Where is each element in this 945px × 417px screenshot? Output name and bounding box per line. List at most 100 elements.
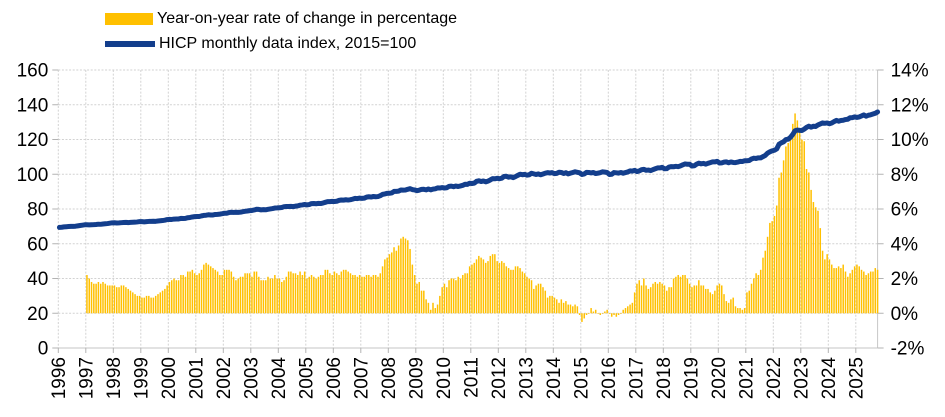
yoy-bar [397,245,400,314]
yoy-bar [725,301,728,314]
yoy-bar [159,292,162,314]
yoy-bar [615,313,618,317]
yoy-bar [219,275,221,314]
yoy-bar [649,287,652,314]
yoy-bar [677,275,679,314]
yoy-bar [821,250,824,314]
yoy-bar [253,271,255,314]
yoy-bar [262,280,265,314]
yoy-bar [136,295,139,314]
yoy-bar [526,276,528,314]
right-axis-label: 10% [891,130,929,151]
yoy-bar [817,210,819,314]
yoy-bar [755,273,757,314]
yoy-bar [782,160,785,314]
yoy-bar [175,280,178,314]
yoy-bar [663,285,666,314]
yoy-bar [313,276,315,314]
yoy-bar [409,248,411,314]
yoy-bar [400,238,402,314]
yoy-bar [285,276,288,314]
yoy-bar [828,259,831,314]
yoy-bar [585,313,588,315]
yoy-bar [622,309,624,314]
yoy-bar [707,288,709,314]
yoy-bar [558,302,560,314]
yoy-bar [847,276,849,314]
yoy-bar [624,308,627,314]
yoy-bar [102,281,104,314]
yoy-bar [792,123,794,314]
yoy-bar [837,266,840,314]
yoy-bar [737,308,739,314]
yoy-bar [445,287,448,314]
yoy-bar [118,287,120,314]
yoy-bar [599,313,602,315]
yoy-bar [576,306,579,314]
yoy-bar [482,259,485,314]
yoy-bar [127,288,129,314]
yoy-bar [668,287,670,314]
yoy-bar [372,275,375,314]
x-axis-label-2003: 2003 [241,357,262,399]
yoy-bar [675,276,677,314]
yoy-bar [209,266,212,314]
yoy-bar [290,271,292,314]
yoy-bar [322,275,324,314]
yoy-bar [498,262,501,314]
yoy-bar [670,287,673,314]
yoy-bar [830,264,833,314]
yoy-bar [466,273,469,314]
left-axis-label: 60 [27,234,48,255]
yoy-bar [104,283,107,314]
yoy-bar [308,276,310,314]
yoy-bar [510,269,512,314]
x-axis-label-2008: 2008 [379,357,400,399]
yoy-bar [379,273,382,314]
yoy-bar [317,276,320,314]
yoy-bar [214,269,217,314]
yoy-bar [358,275,361,314]
yoy-bar [542,287,544,314]
x-axis-label-2023: 2023 [791,357,812,399]
yoy-bar [232,276,235,314]
yoy-bar [216,271,219,314]
axis-ticks [52,69,884,353]
yoy-bar [242,276,244,314]
yoy-bar [567,304,569,314]
x-axis-label-2000: 2000 [159,357,180,399]
right-axis-label: 8% [891,165,919,186]
yoy-bar [420,290,423,314]
yoy-bar [764,250,767,314]
yoy-bar [487,261,489,314]
yoy-bar [196,275,198,314]
yoy-bar [441,287,443,314]
yoy-bar [184,276,187,314]
yoy-bar [597,313,599,314]
yoy-bar [189,271,191,314]
yoy-bar [505,266,508,314]
yoy-bar [842,264,844,314]
yoy-bar [530,280,533,314]
yoy-bar [326,269,329,314]
right-axis-label: 2% [891,269,919,290]
yoy-bar [294,273,297,314]
yoy-bar [90,281,93,314]
yoy-bar [248,273,251,314]
yoy-bar [528,278,530,314]
yoy-bar [418,281,420,314]
yoy-bar [503,262,505,314]
yoy-bar [115,287,118,314]
x-axis-label-2005: 2005 [296,357,317,399]
yoy-bar [292,273,294,314]
yoy-bar [182,275,184,314]
yoy-bar [659,281,661,314]
x-axis-label-2006: 2006 [324,357,345,399]
yoy-bar [716,285,718,314]
yoy-bar [796,120,799,314]
yoy-bar [771,221,773,314]
yoy-bar [684,275,686,314]
left-axis-label: 80 [27,200,48,221]
x-axis-label-2024: 2024 [819,357,840,400]
yoy-bar [496,261,498,314]
